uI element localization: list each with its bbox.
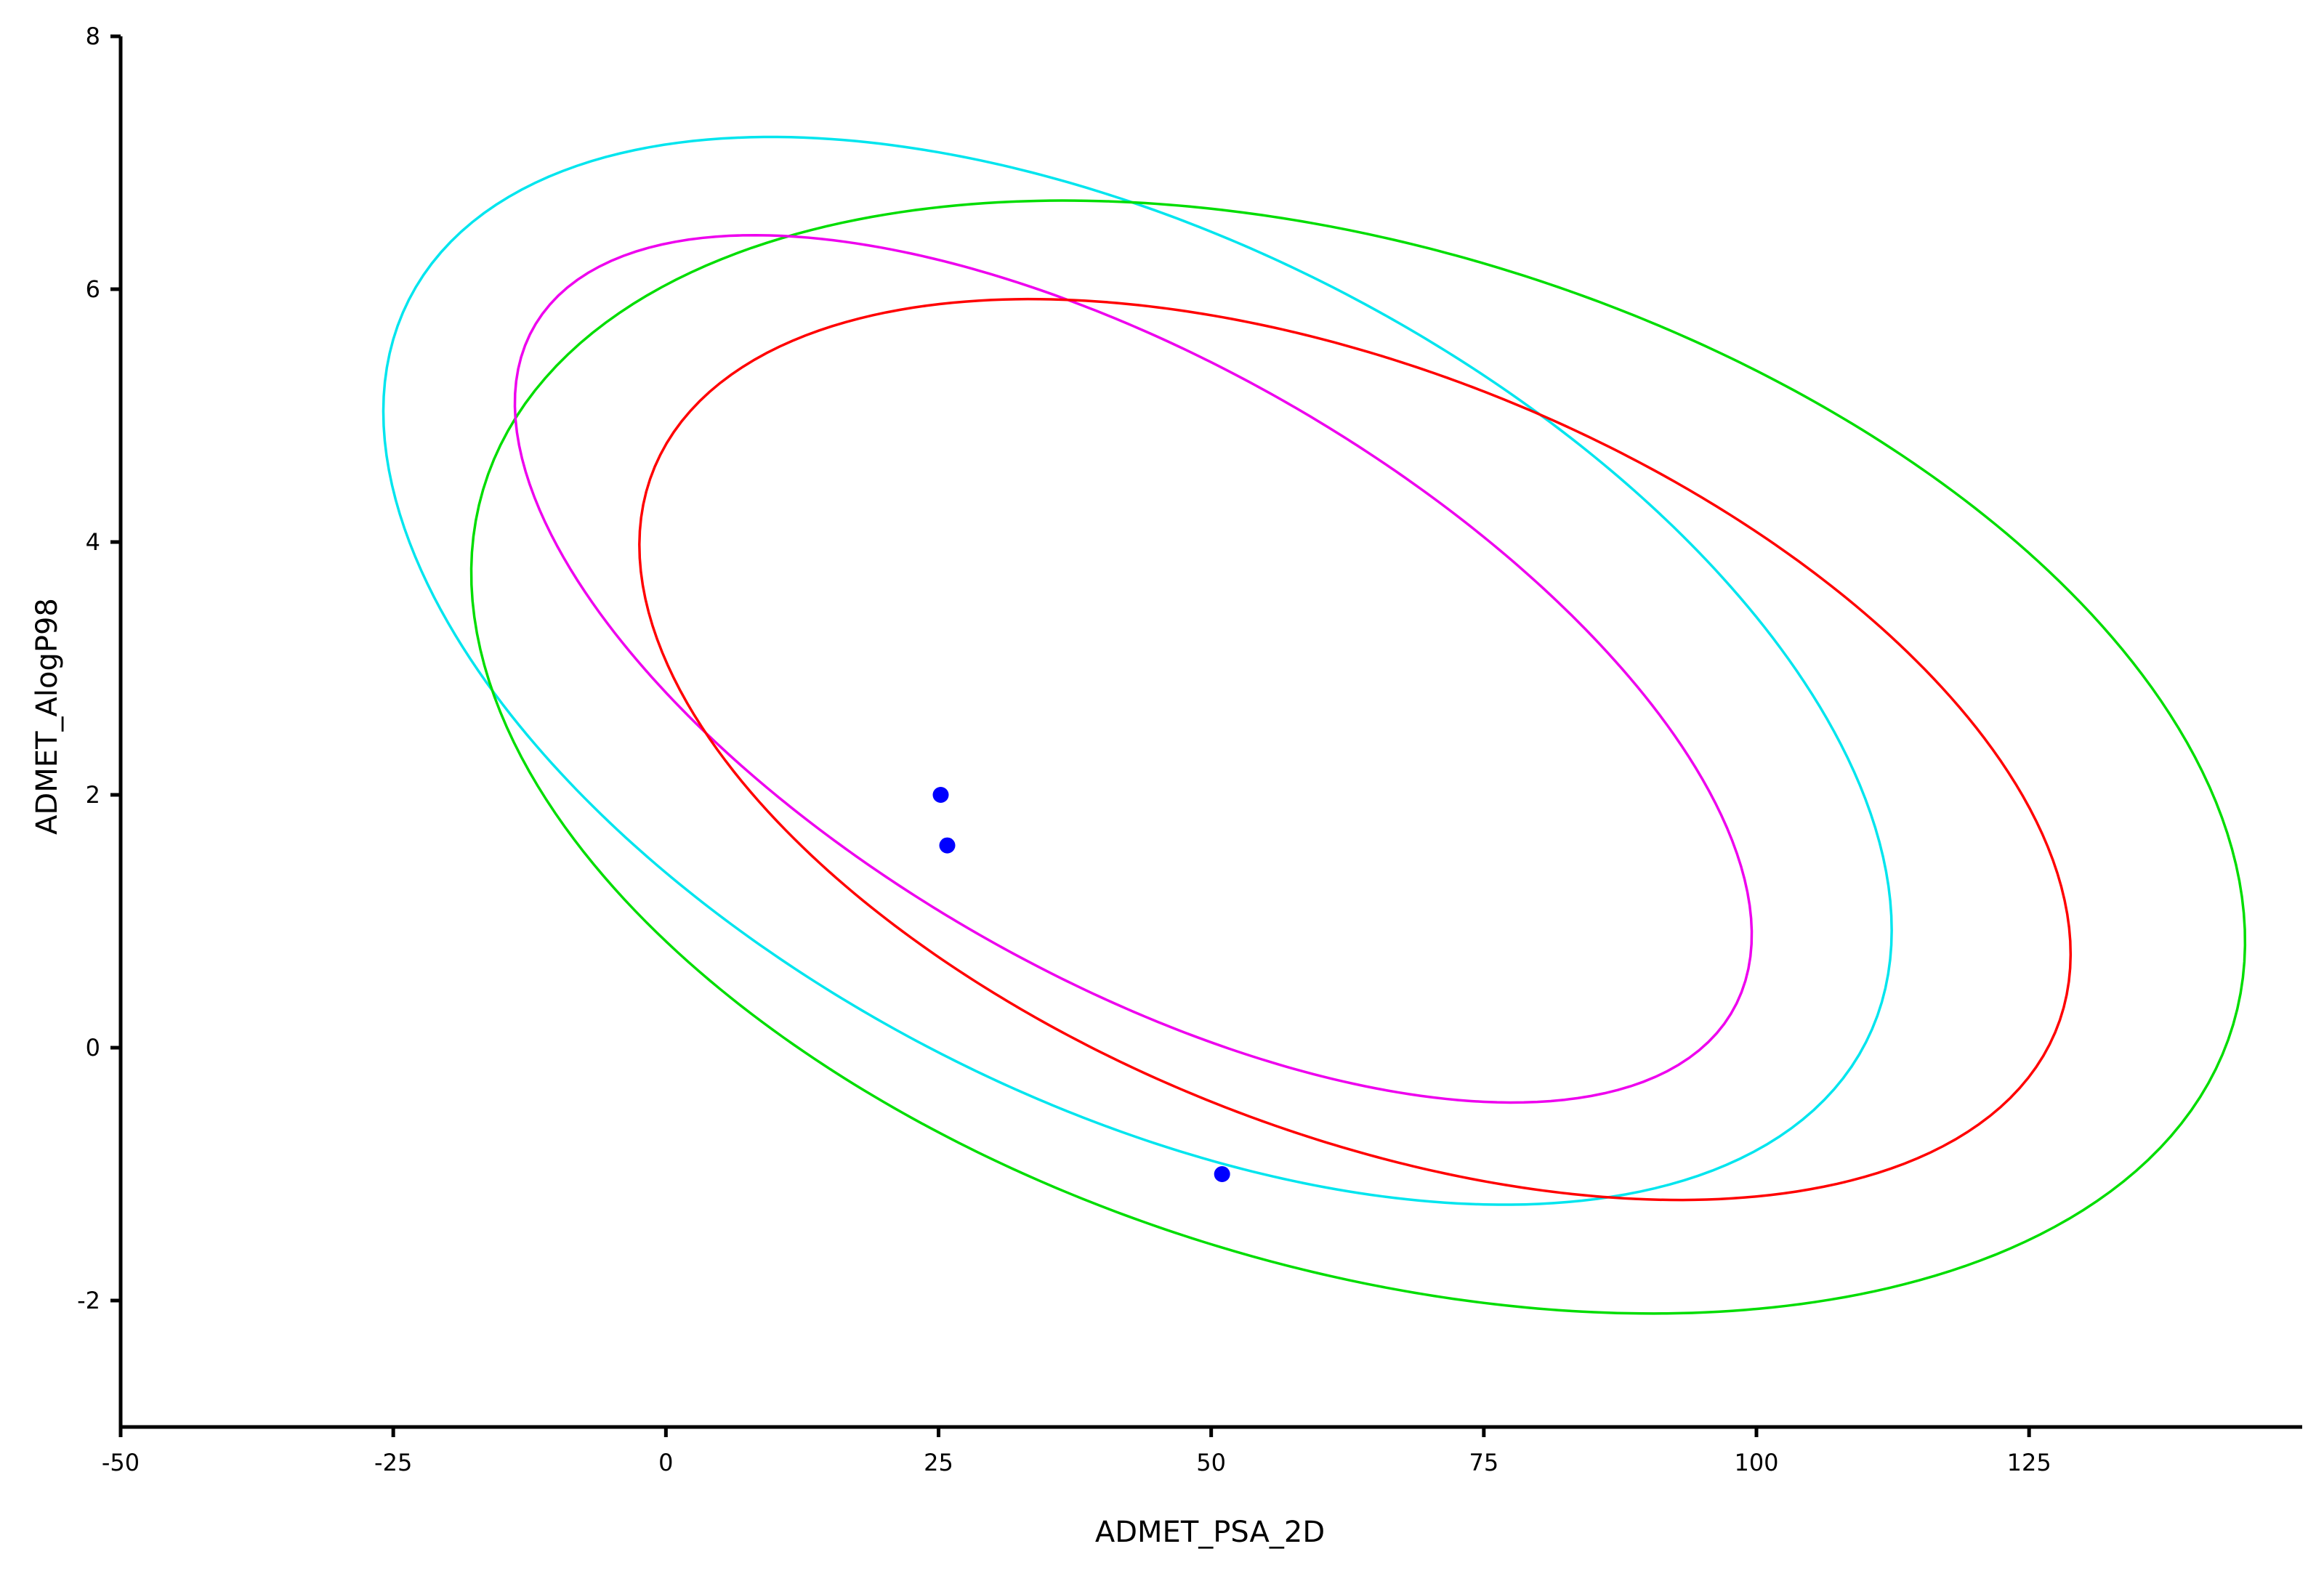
y-axis-title: ADMET_AlogP98 [31,598,64,835]
confidence-ellipse [469,199,2247,1315]
x-ticks: -50 -25 0 25 50 75 100 125 [102,1427,2051,1476]
y-tick-label: 8 [86,23,100,50]
x-tick-label: -25 [374,1449,412,1476]
x-tick-label: 25 [924,1449,953,1476]
y-ticks: -2 0 2 4 6 8 [77,23,121,1314]
confidence-ellipse [513,233,1754,1104]
confidence-ellipse [382,135,1893,1206]
y-tick-label: 6 [86,275,100,303]
confidence-ellipses [382,135,2247,1315]
x-tick-label: 75 [1469,1449,1498,1476]
y-tick-label: 0 [86,1034,100,1062]
x-tick-label: 125 [2007,1449,2051,1476]
data-points [932,787,1230,1182]
y-tick-label: 2 [86,781,100,809]
data-point [939,837,956,854]
x-tick-label: 0 [658,1449,673,1476]
y-tick-label: -2 [77,1287,100,1314]
data-point [1214,1166,1230,1182]
y-tick-label: 4 [86,528,100,556]
x-tick-label: -50 [102,1449,140,1476]
x-tick-label: 50 [1196,1449,1226,1476]
confidence-ellipse [638,297,2073,1202]
data-point [932,787,949,803]
x-axis-title: ADMET_PSA_2D [1095,1516,1325,1549]
x-tick-label: 100 [1734,1449,1778,1476]
